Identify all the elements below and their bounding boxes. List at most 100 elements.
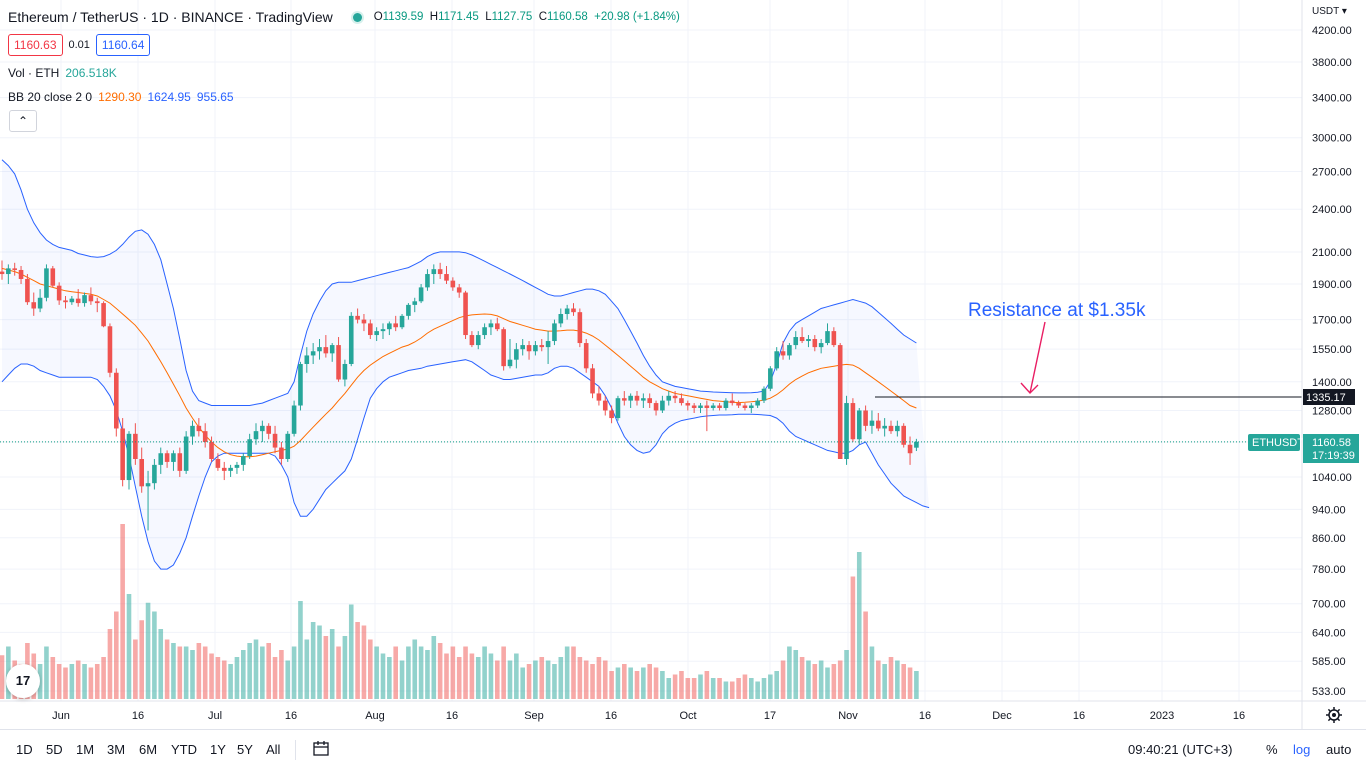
tradingview-logo[interactable]: 17	[6, 664, 40, 698]
currency-selector[interactable]: USDT ▾	[1312, 6, 1347, 17]
volume-bar	[94, 664, 100, 699]
range-5y[interactable]: 5Y	[237, 742, 253, 757]
candle-body	[260, 425, 265, 432]
bb-basis-value: 1290.30	[98, 90, 142, 104]
auto-scale-toggle[interactable]: auto	[1326, 742, 1352, 757]
time-tick-label: 16	[1073, 710, 1085, 722]
volume-bar	[196, 643, 202, 699]
candle-body	[139, 458, 144, 487]
candle-body	[285, 433, 291, 459]
sell-price-button[interactable]: 1160.63	[8, 34, 63, 56]
candle-body	[241, 456, 246, 465]
candle-body	[37, 297, 43, 309]
candle-body	[221, 467, 227, 471]
bb-legend[interactable]: BB 20 close 2 0 1290.30 1624.95 955.65	[8, 90, 234, 104]
volume-bar	[482, 646, 487, 699]
volume-bar	[228, 664, 233, 699]
volume-bar	[139, 620, 144, 699]
candle-body	[583, 343, 589, 369]
candle-body	[190, 425, 195, 437]
candle-body	[412, 301, 418, 305]
range-1y[interactable]: 1Y	[210, 742, 226, 757]
volume-legend[interactable]: Vol · ETH 206.518K	[8, 66, 117, 80]
candle-body	[787, 345, 792, 356]
candle-body	[672, 395, 678, 399]
volume-bar	[596, 657, 602, 699]
candle-body	[31, 302, 37, 309]
volume-bar	[380, 653, 386, 699]
candle-body	[622, 398, 627, 401]
candle-body	[158, 453, 164, 465]
volume-bar	[583, 660, 589, 699]
volume-bar	[190, 650, 195, 699]
candle-body	[691, 405, 697, 408]
candle-body	[742, 405, 748, 408]
candle-body	[12, 268, 17, 270]
volume-bar	[533, 660, 538, 699]
price-tick-label: 940.00	[1312, 504, 1346, 516]
candle-body	[717, 405, 722, 408]
time-tick-label: 16	[446, 710, 458, 722]
price-chart[interactable]: 4200.00 3800.00 3400.00 3000.00 2700.00 2400.…	[0, 0, 1366, 730]
range-5d[interactable]: 5D	[46, 742, 63, 757]
range-1d[interactable]: 1D	[16, 742, 33, 757]
candle-body	[368, 323, 373, 336]
range-6m[interactable]: 6M	[139, 742, 158, 757]
candle-body	[755, 400, 760, 406]
price-tick-label: 1280.00	[1312, 405, 1352, 417]
volume-bar	[723, 681, 729, 699]
volume-bar	[310, 622, 316, 699]
range-all[interactable]: All	[266, 742, 281, 757]
volume-bar	[717, 678, 722, 699]
volume-bar	[437, 643, 443, 699]
gear-icon[interactable]	[1326, 707, 1342, 723]
log-scale-toggle[interactable]: log	[1293, 742, 1311, 757]
symbol-title[interactable]: Ethereum / TetherUS · 1D · BINANCE · Tra…	[8, 9, 333, 25]
candle-body	[126, 433, 132, 481]
candlestick-series	[0, 260, 919, 531]
candle-body	[336, 345, 341, 380]
volume-bar	[368, 639, 373, 699]
buy-price-button[interactable]: 1160.64	[95, 34, 151, 56]
candle-body	[647, 398, 652, 404]
clock-timezone[interactable]: 09:40:21 (UTC+3)	[1128, 742, 1233, 757]
volume-bar	[75, 660, 81, 699]
time-tick-label: Dec	[992, 710, 1012, 722]
candle-body	[6, 268, 11, 275]
candle-body	[253, 431, 259, 440]
volume-bar	[317, 625, 322, 699]
symbol-legend: Ethereum / TetherUS · 1D · BINANCE · Tra…	[8, 9, 680, 25]
volume-bar	[571, 646, 576, 699]
volume-bar	[393, 646, 398, 699]
volume-bar	[577, 657, 583, 699]
candle-body	[69, 298, 75, 303]
candle-body	[653, 403, 659, 411]
candle-body	[291, 405, 297, 434]
calendar-goto-icon[interactable]	[313, 741, 331, 757]
range-1m[interactable]: 1M	[76, 742, 95, 757]
price-tick-label: 3000.00	[1312, 133, 1352, 145]
volume-bar	[602, 660, 608, 699]
volume-bar	[869, 646, 875, 699]
candle-body	[736, 403, 741, 406]
range-ytd[interactable]: YTD	[171, 742, 197, 757]
last-price-bg	[1303, 434, 1359, 463]
candle-body	[698, 405, 703, 408]
volume-bar	[304, 639, 310, 699]
volume-bar	[88, 667, 94, 699]
range-3m[interactable]: 3M	[107, 742, 126, 757]
resistance-annotation[interactable]: Resistance at $1.35k	[968, 300, 1146, 321]
candle-body	[901, 425, 906, 445]
volume-bar	[590, 664, 595, 699]
volume-bar	[336, 646, 341, 699]
candle-body	[145, 483, 151, 487]
volume-bar	[475, 657, 481, 699]
percent-scale-toggle[interactable]: %	[1266, 742, 1278, 757]
candle-body	[406, 304, 411, 316]
candle-body	[463, 292, 468, 336]
volume-bar	[539, 657, 545, 699]
volume-bar	[755, 681, 760, 699]
collapse-legend-button[interactable]: ⌃	[9, 110, 37, 132]
volume-bar	[253, 639, 259, 699]
volume-bar	[495, 660, 500, 699]
